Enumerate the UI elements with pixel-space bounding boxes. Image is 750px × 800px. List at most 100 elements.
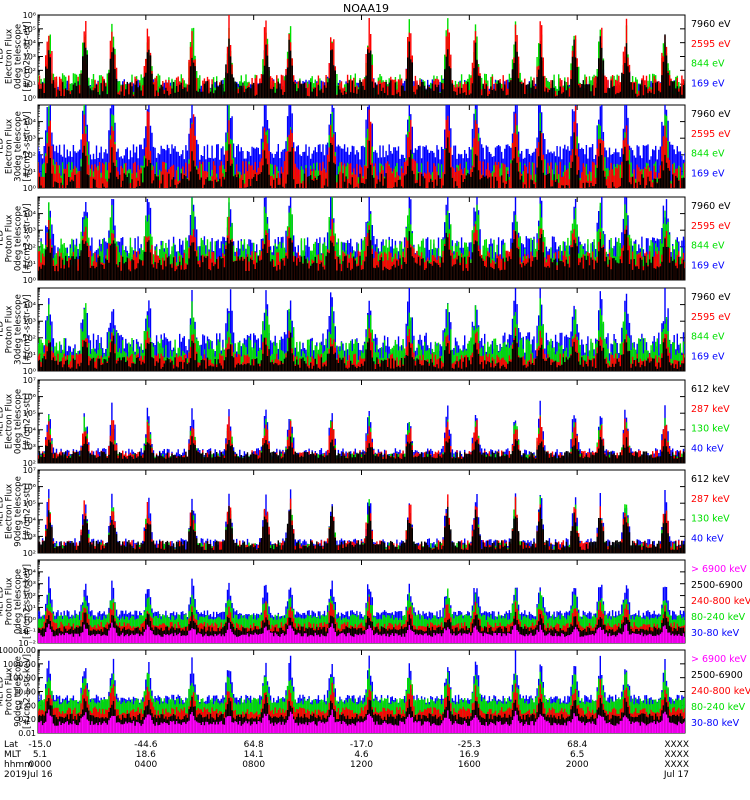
y-axis-label-line: 0deg telescope — [14, 569, 24, 634]
x-tick-label: 14.1 — [244, 750, 264, 760]
y-tick-label: 10⁻² — [18, 639, 36, 648]
y-axis-label-line: [#/cm2-s-str] — [23, 483, 33, 540]
y-axis-label-line: MEPED — [0, 586, 6, 616]
y-axis-label-line: MEPED — [0, 496, 6, 526]
legend-entry: 612 keV — [691, 384, 730, 395]
legend-entry: 844 eV — [691, 59, 725, 70]
y-axis-label-line: TED — [0, 137, 6, 156]
y-tick-label: 10⁶ — [23, 483, 36, 492]
x-tick-label: 16.9 — [459, 750, 479, 760]
legend-entry: 287 keV — [691, 404, 730, 415]
y-axis-label-line: Electron Flux — [5, 119, 15, 174]
y-tick-label: 100.00 — [8, 674, 36, 683]
y-tick-label: 10⁵ — [23, 25, 36, 34]
x-tick-label: XXXX — [664, 740, 689, 750]
x-tick-label: 0000 — [29, 760, 52, 770]
y-tick-label: 10¹ — [23, 603, 36, 612]
y-tick-label: 10⁴ — [23, 118, 36, 127]
y-tick-label: 10⁴ — [23, 301, 36, 310]
y-tick-label: 10⁰ — [23, 615, 36, 624]
legend-entry: 30-80 keV — [691, 628, 740, 639]
y-axis-label-line: TED — [0, 47, 6, 66]
x-row-label: MLT — [4, 750, 22, 760]
y-tick-label: 10² — [23, 459, 36, 468]
y-axis-label-line: 0deg telescope — [14, 24, 24, 89]
legend-entry: 2595 eV — [691, 129, 731, 140]
y-tick-label: 10³ — [23, 53, 36, 62]
data-area — [38, 105, 685, 188]
legend-entry: 7960 eV — [691, 292, 731, 303]
y-tick-label: 10⁴ — [23, 39, 36, 48]
y-tick-label: 10² — [23, 334, 36, 343]
y-tick-label: 10⁰ — [23, 184, 36, 193]
legend-entry: 2500-6900 — [691, 670, 743, 681]
series--6900-kev — [38, 709, 685, 733]
y-tick-label: 10³ — [23, 226, 36, 235]
y-tick-label: 1000.00 — [3, 660, 36, 669]
x-tick-label: 2000 — [566, 760, 589, 770]
data-area — [38, 288, 685, 371]
y-axis-label-line: Electron Flux — [5, 484, 15, 539]
series-7960-ev — [38, 130, 685, 188]
x-tick-label: 6.5 — [570, 750, 584, 760]
y-tick-label: 10² — [23, 592, 36, 601]
y-tick-label: 0.10 — [18, 715, 36, 724]
y-tick-label: 10⁵ — [23, 409, 36, 418]
y-tick-label: 10³ — [23, 580, 36, 589]
data-area — [38, 650, 685, 733]
legend-entry: 844 eV — [691, 241, 725, 252]
y-tick-label: 10² — [23, 151, 36, 160]
legend-entry: > 6900 keV — [691, 564, 747, 575]
legend-entry: 130 keV — [691, 424, 730, 435]
series--6900-kev — [38, 622, 685, 643]
series-612-kev — [38, 506, 685, 553]
y-axis-label-line: [#/cm2-s-str-eV] — [23, 111, 33, 181]
y-axis-label-line: TED — [0, 320, 6, 339]
y-axis-label-line: MEPED — [0, 406, 6, 436]
x-tick-label: 18.6 — [136, 750, 156, 760]
legend-entry: 844 eV — [691, 332, 725, 343]
panel-5: 10² 10³ 10⁴ 10⁵ 10⁶ 10⁷ MEPEDElectron Flux0deg… — [0, 376, 730, 468]
legend-entry: 40 keV — [691, 533, 724, 544]
y-tick-label: 10⁰ — [23, 367, 36, 376]
y-tick-label: 10.00 — [13, 688, 36, 697]
x-tick-label: XXXX — [664, 760, 689, 770]
y-axis-label-line: 0deg telescope — [14, 206, 24, 271]
y-tick-label: 10⁴ — [23, 568, 36, 577]
x-tick-label: 4.6 — [354, 750, 369, 760]
y-tick-label: 10⁶ — [23, 11, 36, 20]
y-tick-label: 10⁰ — [23, 276, 36, 285]
x-tick-label: 1200 — [350, 760, 373, 770]
data-area — [38, 197, 685, 280]
legend-entry: 287 keV — [691, 494, 730, 505]
y-axis-label-line: Proton Flux — [5, 215, 15, 263]
legend-entry: 612 keV — [691, 474, 730, 485]
y-axis-label-line: Electron Flux — [5, 29, 15, 84]
y-tick-label: 10² — [23, 549, 36, 558]
y-tick-label: 10000.00 — [0, 646, 36, 655]
y-tick-label: 10¹ — [23, 167, 36, 176]
x-row-label: hhmm — [4, 760, 33, 770]
data-area — [38, 15, 685, 98]
y-axis-label-line: [#/cm2-s-str-keV] — [23, 564, 33, 639]
x-tick-label: 68.4 — [567, 740, 587, 750]
y-tick-label: 10⁷ — [23, 466, 36, 475]
y-tick-label: 10¹ — [23, 350, 36, 359]
y-axis-label: TEDProton Flux0deg telescope[#/cm2-s-str… — [0, 203, 33, 273]
y-tick-label: 10⁴ — [23, 210, 36, 219]
y-tick-label: 1.00 — [18, 701, 36, 710]
x-tick-label: 1600 — [458, 760, 481, 770]
legend-entry: 169 eV — [691, 78, 725, 89]
y-tick-label: 0.01 — [18, 729, 36, 738]
y-axis-label: TEDElectron Flux30deg telescope[#/cm2-s-… — [0, 111, 33, 182]
legend-entry: 40 keV — [691, 443, 724, 454]
data-area — [38, 489, 685, 553]
legend-entry: 2500-6900 — [691, 580, 743, 591]
series-7960-ev — [38, 34, 685, 98]
